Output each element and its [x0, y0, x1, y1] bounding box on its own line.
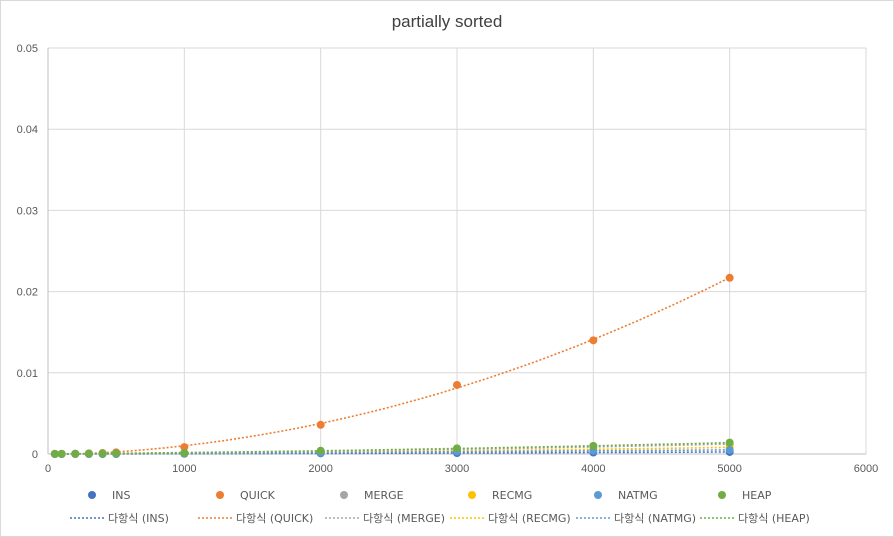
- x-tick-label: 4000: [581, 463, 605, 475]
- point-heap: [57, 449, 66, 458]
- point-quick: [453, 380, 461, 389]
- data-points: [50, 273, 734, 458]
- x-tick-label: 6000: [854, 463, 878, 475]
- legend-label-ins: INS: [112, 489, 130, 502]
- legend-trend-label-heap: 다항식 (HEAP): [738, 512, 810, 525]
- tick-labels: 0 1000 2000 3000 4000 5000 6000 0 0.01 0.02 0.03 0.…: [17, 43, 879, 475]
- point-heap: [453, 444, 461, 453]
- trendline-heap: [54, 441, 730, 455]
- legend-trend-label-natmg: 다항식 (NATMG): [614, 512, 696, 525]
- legend: INS QUICK MERGE RECMG NATMG HEAP 다항식 (INS) 다항식 …: [70, 489, 810, 525]
- x-tick-label: 1000: [172, 463, 196, 475]
- point-natmg: [725, 445, 734, 454]
- point-heap: [112, 449, 121, 458]
- point-heap: [50, 449, 59, 458]
- point-heap: [316, 446, 325, 455]
- legend-label-recmg: RECMG: [492, 489, 532, 502]
- legend-trend-label-quick: 다항식 (QUICK): [236, 512, 313, 525]
- point-heap: [98, 449, 107, 458]
- y-tick-label: 0.01: [17, 368, 38, 380]
- trendlines: [54, 276, 731, 455]
- x-tick-label: 3000: [445, 463, 469, 475]
- y-tick-label: 0.04: [17, 124, 38, 136]
- legend-trend-label-ins: 다항식 (INS): [108, 512, 169, 525]
- legend-marker-heap: [718, 491, 726, 499]
- legend-marker-quick: [216, 491, 224, 499]
- point-heap: [180, 448, 189, 457]
- legend-label-merge: MERGE: [364, 489, 404, 502]
- gridlines: [48, 47, 867, 454]
- legend-trend-label-merge: 다항식 (MERGE): [363, 512, 445, 525]
- y-tick-label: 0.02: [17, 287, 38, 299]
- chart-title: partially sorted: [391, 12, 503, 31]
- legend-label-quick: QUICK: [240, 489, 276, 502]
- legend-marker-ins: [88, 491, 96, 499]
- y-tick-label: 0: [32, 449, 38, 461]
- legend-trend-label-recmg: 다항식 (RECMG): [488, 512, 571, 525]
- trendline-quick: [54, 276, 731, 455]
- legend-marker-natmg: [594, 491, 602, 499]
- x-tick-label: 5000: [717, 463, 741, 475]
- legend-marker-recmg: [468, 491, 476, 499]
- x-tick-label: 2000: [308, 463, 332, 475]
- point-heap: [71, 449, 80, 458]
- point-quick: [316, 420, 325, 429]
- y-tick-label: 0.03: [17, 205, 38, 217]
- legend-marker-merge: [340, 491, 348, 499]
- y-tick-label: 0.05: [17, 43, 38, 55]
- point-heap: [84, 449, 93, 458]
- x-tick-label: 0: [45, 463, 51, 475]
- legend-label-natmg: NATMG: [618, 489, 658, 502]
- legend-label-heap: HEAP: [742, 489, 772, 502]
- point-quick: [725, 273, 734, 282]
- point-quick: [589, 336, 598, 345]
- point-quick: [180, 443, 189, 452]
- point-heap: [589, 441, 598, 450]
- point-heap: [725, 438, 734, 447]
